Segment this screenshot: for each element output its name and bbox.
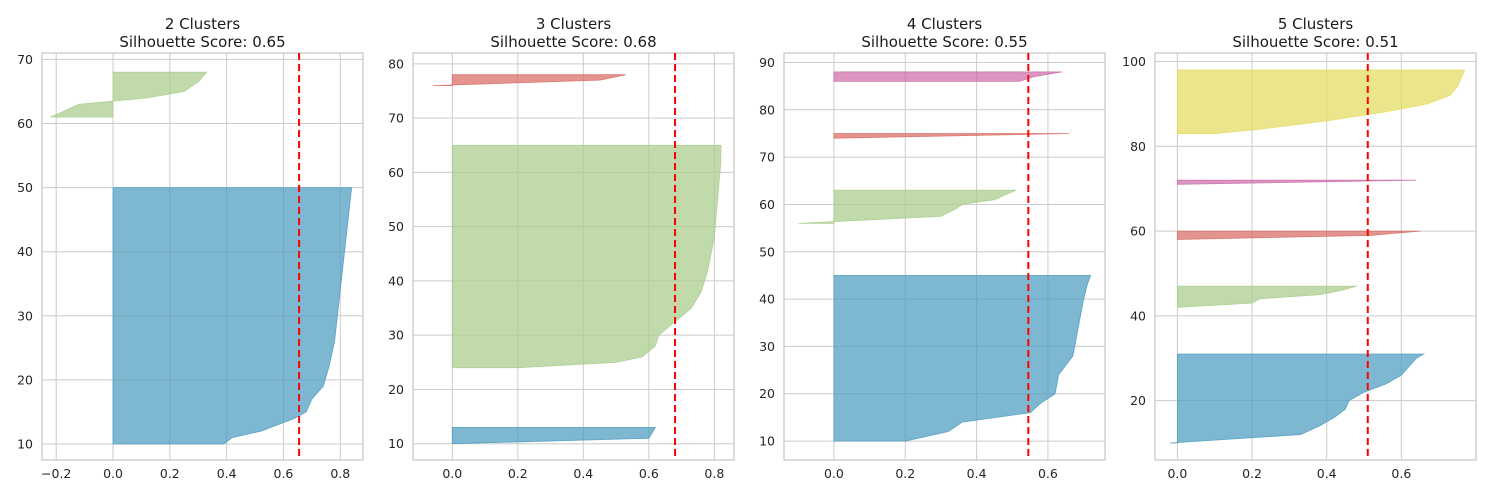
y-tick-label: 80 xyxy=(388,56,404,71)
x-tick-label: 0.2 xyxy=(895,466,915,481)
y-tick-label: 10 xyxy=(759,434,775,449)
x-tick-label: −0.2 xyxy=(41,466,71,481)
silhouette-cluster-1 xyxy=(50,71,208,118)
x-tick-label: 0.0 xyxy=(824,466,844,481)
x-tick-label: 0.6 xyxy=(1038,466,1058,481)
x-tick-label: 0.6 xyxy=(639,466,659,481)
y-tick-label: 50 xyxy=(388,219,404,234)
silhouette-cluster-2 xyxy=(833,133,1070,139)
silhouette-cluster-2 xyxy=(432,74,626,86)
x-tick-label: 0.2 xyxy=(508,466,528,481)
y-tick-label: 80 xyxy=(1130,139,1146,154)
y-tick-label: 40 xyxy=(17,244,33,259)
chart-title: 4 Clusters xyxy=(907,15,983,33)
y-tick-label: 50 xyxy=(17,180,33,195)
silhouette-cluster-1 xyxy=(451,144,722,369)
chart-title: 2 Clusters xyxy=(165,15,241,33)
y-tick-label: 50 xyxy=(759,244,775,259)
x-tick-label: 0.4 xyxy=(217,466,237,481)
y-tick-label: 40 xyxy=(388,273,404,288)
silhouette-cluster-3 xyxy=(1177,179,1417,185)
x-tick-label: 0.4 xyxy=(967,466,987,481)
y-tick-label: 30 xyxy=(388,328,404,343)
y-tick-label: 60 xyxy=(1130,224,1146,239)
y-tick-label: 10 xyxy=(388,436,404,451)
x-tick-label: 0.2 xyxy=(160,466,180,481)
y-tick-label: 40 xyxy=(1130,308,1146,323)
silhouette-cluster-4 xyxy=(1177,69,1466,134)
silhouette-cluster-3 xyxy=(833,71,1063,82)
y-tick-label: 30 xyxy=(17,308,33,323)
y-tick-label: 70 xyxy=(388,111,404,126)
y-tick-label: 30 xyxy=(759,339,775,354)
y-tick-label: 40 xyxy=(759,292,775,307)
x-tick-label: 0.4 xyxy=(573,466,593,481)
chart-title: 5 Clusters xyxy=(1278,15,1354,33)
y-tick-label: 20 xyxy=(388,382,404,397)
y-tick-label: 60 xyxy=(388,165,404,180)
y-tick-label: 90 xyxy=(759,55,775,70)
chart-subtitle: Silhouette Score: 0.51 xyxy=(1232,33,1398,51)
x-tick-label: 0.0 xyxy=(1167,466,1187,481)
silhouette-cluster-0 xyxy=(451,427,657,445)
chart-subtitle: Silhouette Score: 0.68 xyxy=(490,33,656,51)
y-tick-label: 20 xyxy=(1130,393,1146,408)
y-tick-label: 80 xyxy=(759,102,775,117)
y-tick-label: 60 xyxy=(759,197,775,212)
x-tick-label: 0.0 xyxy=(442,466,462,481)
y-tick-label: 100 xyxy=(1122,54,1146,69)
silhouette-cluster-0 xyxy=(112,187,353,445)
x-tick-label: 0.6 xyxy=(1391,466,1411,481)
y-tick-label: 20 xyxy=(759,386,775,401)
chart-subtitle: Silhouette Score: 0.55 xyxy=(861,33,1027,51)
y-tick-label: 60 xyxy=(17,116,33,131)
silhouette-cluster-1 xyxy=(798,189,1016,224)
x-tick-label: 0.0 xyxy=(103,466,123,481)
silhouette-cluster-2 xyxy=(1177,230,1421,240)
silhouette-cluster-1 xyxy=(1177,285,1357,308)
silhouette-cluster-0 xyxy=(833,275,1092,442)
x-tick-label: 0.2 xyxy=(1242,466,1262,481)
y-tick-label: 70 xyxy=(759,150,775,165)
x-tick-label: 0.8 xyxy=(330,466,350,481)
silhouette-cluster-0 xyxy=(1169,353,1426,444)
chart-subtitle: Silhouette Score: 0.65 xyxy=(119,33,285,51)
x-tick-label: 0.8 xyxy=(704,466,724,481)
x-tick-label: 0.4 xyxy=(1317,466,1337,481)
y-tick-label: 20 xyxy=(17,372,33,387)
chart-title: 3 Clusters xyxy=(536,15,612,33)
x-tick-label: 0.6 xyxy=(274,466,294,481)
y-tick-label: 10 xyxy=(17,436,33,451)
y-tick-label: 70 xyxy=(17,52,33,67)
